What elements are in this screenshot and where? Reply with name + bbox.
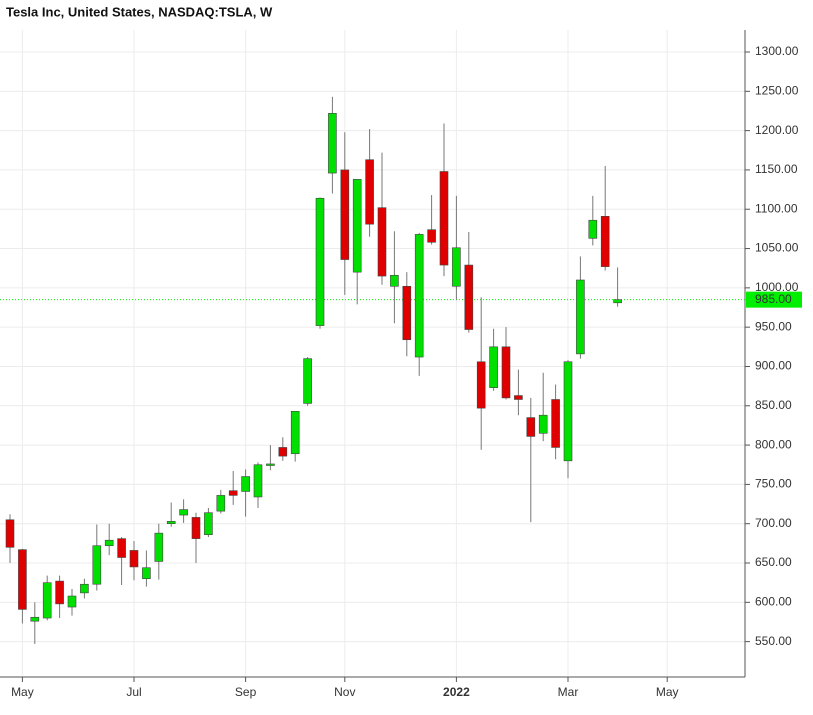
chart-title: Tesla Inc, United States, NASDAQ:TSLA, W — [6, 4, 273, 19]
x-tick-label: Jul — [126, 685, 141, 699]
candle-body — [154, 532, 164, 562]
y-tick-label: 700.00 — [755, 516, 792, 530]
candle-body — [303, 358, 312, 404]
y-tick-label: 1300.00 — [755, 44, 799, 58]
candle-body — [514, 395, 523, 400]
candle-body — [414, 234, 424, 358]
candle-body — [427, 229, 436, 243]
y-tick-label: 1250.00 — [755, 83, 799, 97]
candle-body — [67, 595, 77, 608]
candle-body — [563, 361, 573, 462]
candle-body — [80, 583, 89, 594]
candle-body — [104, 539, 114, 547]
x-tick-label: Sep — [235, 685, 257, 699]
candle-body — [390, 274, 399, 287]
candle-body — [18, 549, 27, 610]
x-tick-label: 2022 — [443, 685, 470, 699]
y-tick-label: 800.00 — [755, 437, 792, 451]
candle-body — [365, 159, 374, 225]
x-tick-label: May — [11, 685, 34, 699]
candle-body — [30, 616, 40, 622]
candle-body — [228, 490, 238, 496]
candle-body — [352, 179, 362, 273]
candle-body — [166, 521, 176, 525]
candle-body — [613, 299, 622, 304]
candle-body — [588, 219, 598, 239]
candle-body — [551, 399, 560, 448]
y-tick-label: 950.00 — [755, 319, 792, 333]
y-tick-label: 1100.00 — [755, 201, 798, 215]
candle-body — [204, 512, 213, 536]
candle-body — [290, 410, 300, 455]
candle-body — [489, 346, 498, 388]
candle-body — [340, 169, 350, 260]
y-tick-label: 1150.00 — [755, 162, 798, 176]
candle-body — [538, 414, 548, 434]
candle-body — [253, 464, 263, 498]
candle-body — [191, 517, 201, 539]
y-tick-label: 600.00 — [755, 594, 792, 608]
y-tick-label: 900.00 — [755, 359, 792, 373]
x-tick-label: Nov — [334, 685, 355, 699]
candle-body — [142, 567, 151, 580]
candle-body — [179, 509, 188, 516]
candle-body — [92, 545, 102, 585]
candle-body — [5, 519, 15, 548]
candle-body — [452, 247, 461, 287]
y-tick-label: 1050.00 — [755, 241, 799, 255]
candle-body — [576, 279, 585, 355]
candle-body — [377, 207, 387, 277]
candle-body — [315, 197, 325, 326]
candle-body — [600, 216, 610, 267]
y-tick-label: 850.00 — [755, 398, 792, 412]
y-tick-label: 1000.00 — [755, 280, 799, 294]
candle-body — [129, 550, 139, 568]
candle-body — [526, 417, 536, 437]
candle-body — [402, 285, 412, 341]
x-tick-label: Mar — [558, 685, 579, 699]
x-tick-label: May — [656, 685, 679, 699]
candle-body — [328, 113, 337, 174]
candle-body — [55, 580, 64, 605]
candle-body — [464, 264, 474, 330]
candle-body — [266, 463, 275, 466]
y-tick-label: 750.00 — [755, 477, 792, 491]
candle-body — [278, 447, 288, 457]
candle-body — [501, 346, 511, 399]
y-tick-label: 650.00 — [755, 555, 792, 569]
last-price-label: 985.00 — [755, 292, 792, 306]
candle-body — [117, 538, 126, 558]
candle-body — [476, 361, 486, 409]
last-price-box — [746, 291, 802, 308]
candle-body — [42, 582, 52, 619]
y-tick-label: 550.00 — [755, 634, 792, 648]
candle-body — [439, 171, 449, 266]
y-tick-label: 1200.00 — [755, 123, 799, 137]
candle-body — [216, 495, 226, 512]
candle-body — [241, 476, 250, 492]
